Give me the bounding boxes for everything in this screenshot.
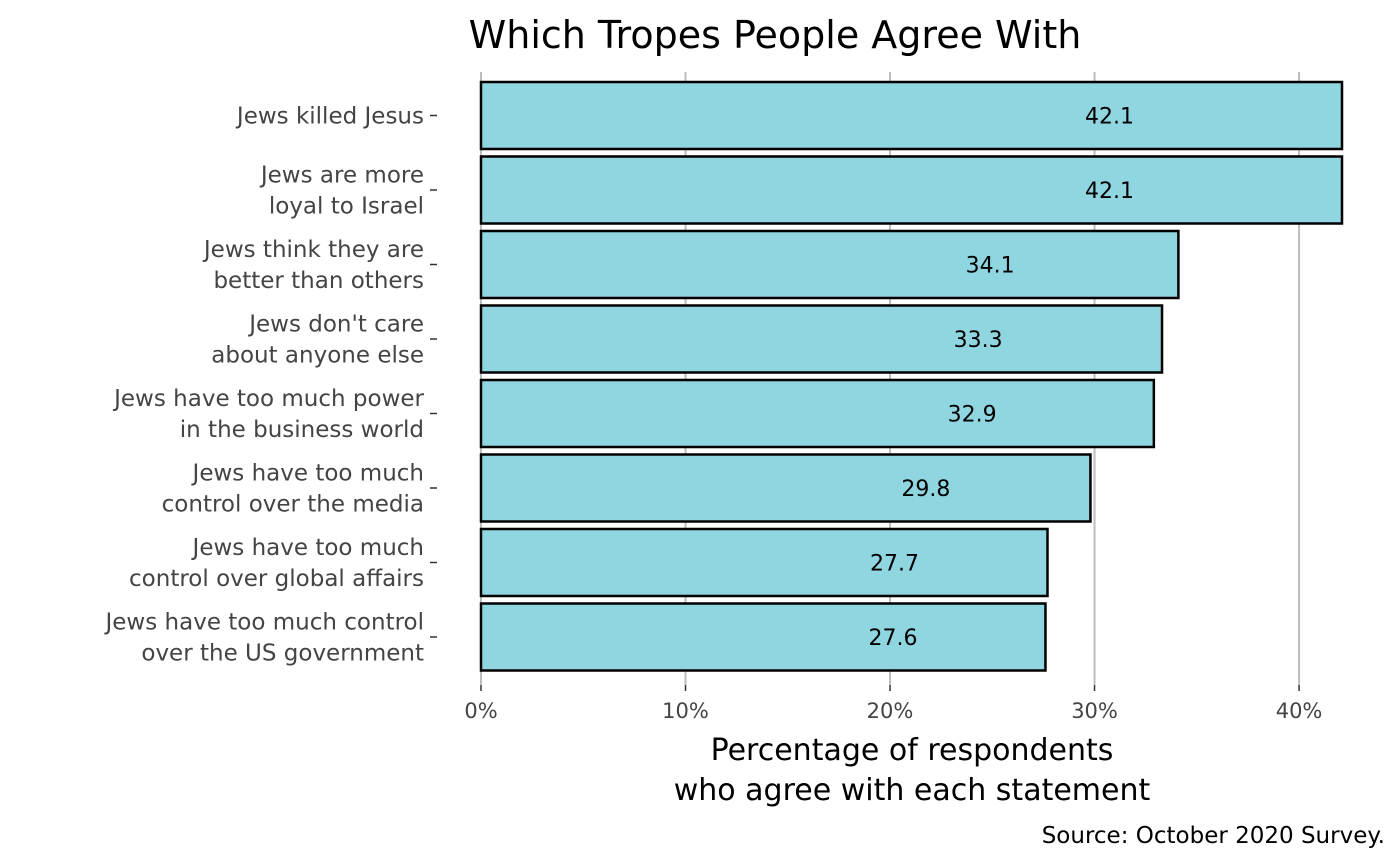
category-label: loyal to Israel xyxy=(269,194,424,220)
category-label: control over the media xyxy=(162,492,424,518)
bars-layer xyxy=(479,80,1344,672)
category-label: Jews have too much xyxy=(191,535,424,561)
bar xyxy=(479,378,1156,449)
x-tick-label: 0% xyxy=(464,699,497,723)
x-tick-label: 40% xyxy=(1276,699,1323,723)
chart-title: Which Tropes People Agree With xyxy=(469,13,1082,57)
category-label: Jews killed Jesus xyxy=(235,104,424,130)
bar-value-label: 34.1 xyxy=(966,254,1015,279)
x-tick-label: 30% xyxy=(1071,699,1118,723)
bar-value-label: 27.6 xyxy=(869,626,918,651)
bar xyxy=(479,80,1344,151)
bar xyxy=(479,453,1092,523)
bar-value-label: 33.3 xyxy=(954,328,1003,353)
x-axis-title-line-2: who agree with each statement xyxy=(674,773,1151,808)
bar xyxy=(479,602,1047,672)
x-axis-title-line-1: Percentage of respondents xyxy=(711,733,1114,768)
category-label: Jews think they are xyxy=(202,237,424,263)
category-label: in the business world xyxy=(180,417,424,443)
x-axis: 0% 10% 20% 30% 40% xyxy=(430,114,1323,723)
bar xyxy=(479,304,1164,374)
category-label: Jews are more xyxy=(259,163,424,189)
category-label: about anyone else xyxy=(211,343,424,369)
category-label: Jews have too much power xyxy=(112,386,424,412)
category-label: Jews have too much control xyxy=(104,610,425,636)
category-label: Jews have too much xyxy=(191,461,424,487)
bar-value-label: 29.8 xyxy=(901,477,950,502)
bar-value-label: 27.7 xyxy=(870,552,919,577)
bar-value-label: 42.1 xyxy=(1085,179,1134,204)
category-label: Jews don't care xyxy=(247,312,424,338)
labels-layer: 42.1 Jews killed Jesus 42.1 Jews are more lo… xyxy=(104,104,1135,667)
category-label: control over global affairs xyxy=(129,566,424,592)
x-tick-label: 10% xyxy=(662,699,709,723)
bar-value-label: 32.9 xyxy=(948,403,997,428)
bar-value-label: 42.1 xyxy=(1085,105,1134,130)
bar xyxy=(479,155,1344,225)
bar xyxy=(479,229,1180,300)
category-label: over the US government xyxy=(141,641,424,667)
chart-caption: Source: October 2020 Survey. xyxy=(1042,823,1385,849)
category-label: better than others xyxy=(213,268,424,294)
bar xyxy=(479,527,1049,598)
x-tick-label: 20% xyxy=(867,699,914,723)
